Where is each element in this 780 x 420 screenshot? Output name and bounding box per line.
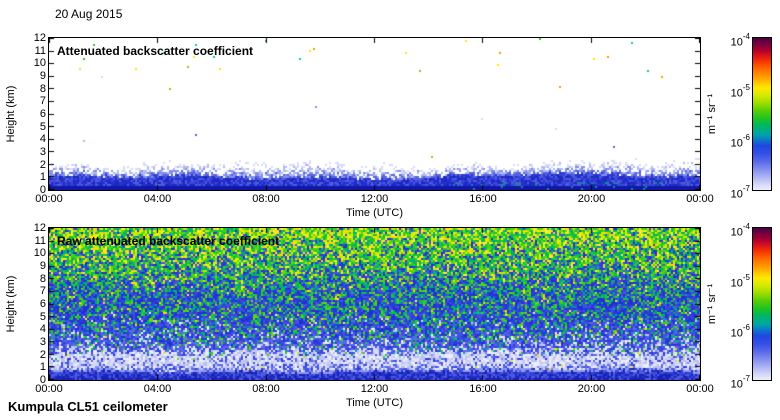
y-tick-label: 5 bbox=[39, 120, 46, 133]
x-tick-label: 00:00 bbox=[35, 193, 63, 205]
x-tick-label: 20:00 bbox=[577, 383, 606, 395]
x-tick-label: 04:00 bbox=[143, 383, 172, 395]
y-tick-label: 9 bbox=[39, 70, 46, 82]
y-tick-label: 7 bbox=[39, 95, 46, 108]
y-tick-label: 2 bbox=[39, 158, 46, 171]
colorbar-tick-labels-top: 10-4 10-5 10-6 10-7 bbox=[716, 32, 750, 201]
colorbar-tick-label: 10-4 bbox=[730, 222, 750, 239]
y-tick-labels-bottom: 0 1 2 3 4 5 6 7 8 9 10 11 12 bbox=[24, 222, 46, 386]
y-tick-label: 0 bbox=[39, 374, 46, 386]
x-tick-label: 16:00 bbox=[469, 193, 497, 205]
colorbar-unit-bottom: m⁻¹ sr⁻¹ bbox=[706, 283, 718, 325]
y-tick-label: 3 bbox=[39, 336, 46, 348]
colorbar-tick-label: 10-6 bbox=[730, 133, 750, 150]
x-tick-label: 08:00 bbox=[252, 193, 280, 205]
y-tick-label: 9 bbox=[39, 260, 46, 272]
y-tick-label: 1 bbox=[39, 171, 46, 184]
x-tick-label: 08:00 bbox=[252, 383, 280, 395]
panel-title-raw: Raw attenuated backscatter coefficient bbox=[57, 234, 280, 248]
x-tick-label: 12:00 bbox=[360, 193, 389, 205]
y-axis-label-top: Height (km) bbox=[5, 85, 17, 143]
x-axis-label-bottom: Time (UTC) bbox=[345, 397, 404, 409]
colorbar-tick-label: 10-7 bbox=[730, 374, 750, 391]
y-tick-label: 11 bbox=[34, 44, 46, 57]
x-tick-label: 00:00 bbox=[686, 193, 714, 205]
x-tick-label: 16:00 bbox=[469, 383, 497, 395]
colorbar-tick-label: 10-5 bbox=[730, 272, 750, 290]
y-tick-label: 0 bbox=[39, 184, 46, 196]
station-label: Kumpula CL51 ceilometer bbox=[8, 399, 168, 414]
x-tick-label: 04:00 bbox=[143, 193, 172, 205]
y-tick-label: 1 bbox=[39, 361, 46, 374]
colorbar-bottom bbox=[752, 227, 772, 381]
y-tick-label: 4 bbox=[39, 133, 46, 146]
date-label: 20 Aug 2015 bbox=[55, 7, 123, 21]
colorbar-tick-label: 10-7 bbox=[730, 184, 750, 201]
attenuated-backscatter-heatmap bbox=[48, 37, 701, 191]
y-tick-label: 10 bbox=[33, 247, 46, 260]
y-tick-label: 4 bbox=[39, 323, 46, 336]
x-tick-label: 00:00 bbox=[35, 383, 63, 395]
y-tick-label: 7 bbox=[39, 285, 46, 298]
x-tick-label: 20:00 bbox=[577, 193, 606, 205]
y-tick-labels-top: 0 1 2 3 4 5 6 7 8 9 10 11 12 bbox=[24, 32, 46, 196]
y-tick-label: 6 bbox=[39, 108, 46, 120]
y-tick-label: 12 bbox=[33, 32, 46, 44]
x-tick-labels-bottom: 00:00 04:00 08:00 12:00 16:00 20:00 00:00 bbox=[35, 383, 714, 397]
colorbar-tick-labels-bottom: 10-4 10-5 10-6 10-7 bbox=[716, 222, 750, 391]
y-tick-label: 2 bbox=[39, 348, 46, 361]
x-axis-label-top: Time (UTC) bbox=[345, 207, 404, 219]
y-tick-label: 6 bbox=[39, 298, 46, 310]
y-tick-label: 10 bbox=[33, 57, 46, 70]
colorbar-tick-label: 10-5 bbox=[730, 82, 750, 100]
colorbar-tick-label: 10-4 bbox=[730, 32, 750, 49]
y-tick-label: 12 bbox=[33, 222, 46, 234]
x-tick-label: 12:00 bbox=[360, 383, 389, 395]
panel-title-attenuated: Attenuated backscatter coefficient bbox=[57, 44, 254, 58]
y-tick-label: 8 bbox=[39, 272, 46, 285]
y-tick-label: 8 bbox=[39, 82, 46, 95]
colorbar-unit-top: m⁻¹ sr⁻¹ bbox=[706, 93, 718, 135]
colorbar-tick-label: 10-6 bbox=[730, 323, 750, 340]
x-tick-label: 00:00 bbox=[686, 383, 714, 395]
y-axis-label-bottom: Height (km) bbox=[5, 275, 17, 333]
x-tick-labels-top: 00:00 04:00 08:00 12:00 16:00 20:00 00:00 bbox=[35, 193, 714, 207]
y-tick-label: 11 bbox=[34, 234, 46, 247]
y-tick-label: 3 bbox=[39, 146, 46, 158]
colorbar-top bbox=[752, 37, 772, 191]
y-tick-label: 5 bbox=[39, 310, 46, 323]
raw-attenuated-backscatter-heatmap bbox=[48, 227, 701, 381]
